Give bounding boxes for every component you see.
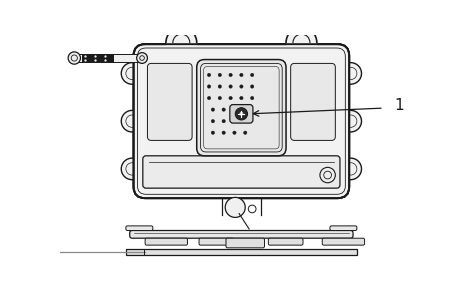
Bar <box>76 54 142 62</box>
Circle shape <box>121 63 143 84</box>
Circle shape <box>286 27 317 58</box>
Circle shape <box>207 96 211 100</box>
Circle shape <box>244 108 247 111</box>
Circle shape <box>211 108 215 111</box>
Circle shape <box>229 96 232 100</box>
Circle shape <box>233 120 236 123</box>
FancyBboxPatch shape <box>322 238 365 245</box>
FancyBboxPatch shape <box>199 238 234 245</box>
FancyBboxPatch shape <box>330 226 357 230</box>
FancyBboxPatch shape <box>134 44 349 198</box>
Circle shape <box>244 131 247 134</box>
Circle shape <box>121 158 143 180</box>
Circle shape <box>250 85 254 88</box>
Circle shape <box>250 96 254 100</box>
Circle shape <box>166 27 197 58</box>
Bar <box>82 54 114 62</box>
FancyBboxPatch shape <box>291 63 335 141</box>
FancyBboxPatch shape <box>226 238 264 248</box>
FancyBboxPatch shape <box>134 44 349 198</box>
Circle shape <box>218 96 221 100</box>
Circle shape <box>240 85 243 88</box>
Circle shape <box>229 85 232 88</box>
Circle shape <box>137 53 147 63</box>
Circle shape <box>233 108 236 111</box>
Circle shape <box>244 120 247 123</box>
FancyBboxPatch shape <box>230 104 253 123</box>
Circle shape <box>235 108 247 120</box>
Circle shape <box>225 197 245 217</box>
Circle shape <box>340 110 362 132</box>
Circle shape <box>240 73 243 77</box>
Circle shape <box>240 96 243 100</box>
Circle shape <box>222 120 225 123</box>
FancyBboxPatch shape <box>147 63 192 141</box>
Circle shape <box>211 120 215 123</box>
Circle shape <box>229 73 232 77</box>
Circle shape <box>207 73 211 77</box>
Bar <box>286 42 317 62</box>
FancyBboxPatch shape <box>143 156 340 188</box>
FancyBboxPatch shape <box>130 230 353 238</box>
Circle shape <box>250 73 254 77</box>
Circle shape <box>222 108 225 111</box>
Bar <box>126 249 357 255</box>
Circle shape <box>121 110 143 132</box>
Text: 1: 1 <box>395 98 404 113</box>
FancyBboxPatch shape <box>126 226 153 230</box>
FancyBboxPatch shape <box>145 238 188 245</box>
Circle shape <box>340 158 362 180</box>
Circle shape <box>320 167 335 183</box>
Circle shape <box>218 85 221 88</box>
Circle shape <box>340 63 362 84</box>
Circle shape <box>218 73 221 77</box>
Bar <box>166 42 197 62</box>
Circle shape <box>68 52 81 64</box>
FancyBboxPatch shape <box>268 238 303 245</box>
Circle shape <box>233 131 236 134</box>
Circle shape <box>211 131 215 134</box>
Circle shape <box>207 85 211 88</box>
Circle shape <box>222 131 225 134</box>
FancyBboxPatch shape <box>197 60 286 156</box>
Circle shape <box>239 111 244 116</box>
